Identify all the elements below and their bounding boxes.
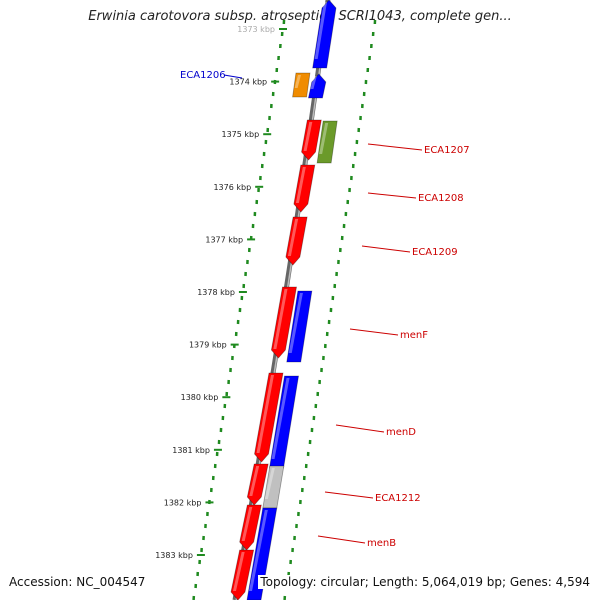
gene-label-leader [349,328,399,336]
gc-content-ring-outer [283,19,377,600]
eca1207-arrow [301,119,322,161]
gene-features [230,0,338,600]
gc-content-ring-inner [192,19,286,600]
eca1206-arrow [307,73,327,99]
next-forward-arrow-shine [233,552,245,591]
kbp-tick-label: 1374 kbp [229,78,267,87]
kbp-axis: 1373 kbp 1374 kbp 1375 kbp 1376 kbp 1377 kbp… [155,25,287,560]
gene-labels: ECA1206 ECA1207 ECA1208 ECA1209 menF menD ECA1… [180,70,470,549]
kbp-tick-label: 1375 kbp [221,130,259,139]
gene-label-leader [324,491,374,499]
eca1206-arrow-shine [310,76,317,89]
eca1212-feature-shine [264,468,275,499]
kbp-tick-label: 1380 kbp [181,393,219,402]
gene-label-menf[interactable]: menF [400,330,428,341]
eca1212-arrow-shine [249,466,260,496]
kbp-tick-label: 1377 kbp [205,235,243,244]
eca1209-arrow-shine [287,219,299,256]
gene-label-eca1207[interactable]: ECA1207 [424,145,470,156]
gene-label-leader [335,424,385,433]
menf-arrow-shine [273,289,288,349]
menb-arrow [239,504,262,551]
mend-reverse-feature [269,375,299,469]
gene-label-menb[interactable]: menB [367,538,396,549]
kbp-tick-label: 1373 kbp [237,25,275,34]
kbp-tick-label: 1381 kbp [172,446,210,455]
gene-label-leader [317,535,366,544]
eca1206-feature-shine [294,75,301,88]
menb-reverse-feature-shine [249,510,268,591]
mend-arrow [254,372,284,463]
kbp-tick-label: 1383 kbp [155,551,193,560]
eca1207-arrow-shine [303,122,313,151]
gene-label-leader [367,192,417,199]
gene-label-mend[interactable]: menD [386,427,416,438]
kbp-tick-label: 1376 kbp [213,183,251,192]
menf-reverse-feature [286,290,313,363]
gene-label-eca1209[interactable]: ECA1209 [412,247,458,258]
kbp-tick-label: 1379 kbp [189,341,227,350]
eca1212-feature [262,465,285,509]
genome-stats-text: Topology: circular; Length: 5,064,019 bp… [258,575,592,589]
eca1207-feature [316,120,338,164]
gene-label-eca1208[interactable]: ECA1208 [418,193,464,204]
menb-reverse-feature [246,507,278,600]
kbp-tick-label: 1382 kbp [164,498,202,507]
next-forward-arrow [230,549,255,600]
gene-label-leader [361,245,411,253]
menb-arrow-shine [241,507,253,541]
eca1207-feature-shine [319,123,329,154]
mend-reverse-feature-shine [271,378,290,459]
eca1206-feature [292,72,311,98]
gene-label-eca1212[interactable]: ECA1212 [375,493,421,504]
reverse-gene-block-shine [314,2,327,59]
menf-reverse-feature-shine [288,293,303,353]
eca1212-arrow [246,463,269,506]
gene-label-leader [367,143,423,151]
eca1209-arrow [285,216,308,266]
mend-arrow-shine [256,375,275,453]
kbp-tick-label: 1378 kbp [197,288,235,297]
eca1208-arrow-shine [295,167,306,203]
accession-text: Accession: NC_004547 [7,575,148,589]
eca1208-arrow [293,164,316,213]
menf-arrow [270,286,297,359]
map-title: Erwinia carotovora subsp. atroseptica SC… [88,9,512,24]
reverse-gene-block [312,0,337,69]
gene-label-eca1206[interactable]: ECA1206 [180,70,226,81]
gene-label-leader [223,74,243,79]
